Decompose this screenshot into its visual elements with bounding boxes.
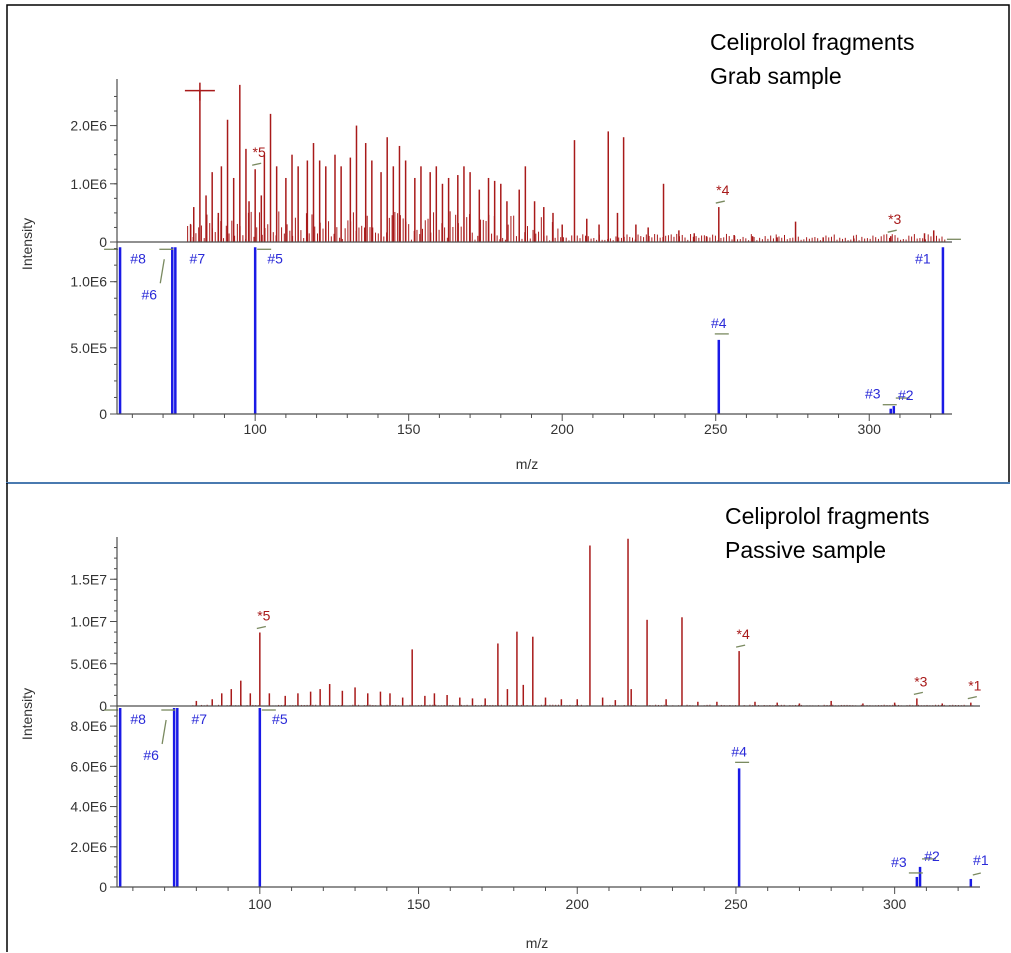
y-tick-label: 1.0E6	[70, 274, 107, 290]
reference-peak-label: #1	[915, 250, 931, 266]
top-trace-plot: *5 *4 *3 *1 0 5.0E6 1.0E7 1.5E7	[70, 537, 982, 714]
sample-peak-label: *3	[888, 211, 901, 227]
reference-peak-label: #4	[711, 315, 727, 331]
panel-subtitle: Passive sample	[725, 537, 886, 563]
sample-peak-label: *5	[257, 607, 270, 623]
reference-peak-label: #6	[143, 747, 159, 763]
annotation-leader	[715, 200, 725, 204]
panel-title: Celiprolol fragments	[725, 503, 930, 529]
reference-peak-label: #8	[130, 250, 146, 266]
y-tick-label: 8.0E6	[70, 718, 107, 734]
noise-peaks	[187, 211, 946, 242]
reference-peak-label: #8	[130, 711, 146, 727]
sample-peak-label: *4	[737, 626, 750, 642]
sample-peak-label: *5	[253, 144, 266, 160]
x-tick-label: 250	[704, 421, 728, 437]
y-tick-label: 6.0E6	[70, 758, 107, 774]
annotation-leader	[252, 162, 262, 166]
y-tick-label: 0	[99, 234, 107, 250]
x-axis-title: m/z	[516, 456, 539, 472]
annotation-leader	[887, 229, 897, 233]
reference-peak-label: #5	[267, 250, 283, 266]
x-tick-label: 200	[551, 421, 575, 437]
spectra-svg: Celiprolol fragments Grab sample Intensi…	[6, 4, 1010, 952]
x-tick-label: 250	[724, 896, 748, 912]
annotation-leader	[256, 625, 266, 630]
y-axis-title: Intensity	[19, 688, 35, 740]
y-tick-label: 1.0E6	[70, 176, 107, 192]
annotation-leader	[972, 872, 981, 876]
x-tick-label: 150	[407, 896, 431, 912]
x-tick-label: 200	[566, 896, 590, 912]
annotation-leader	[913, 691, 924, 696]
panel-grab-sample: Celiprolol fragments Grab sample Intensi…	[19, 29, 961, 472]
reference-peak-label: #4	[731, 743, 747, 759]
reference-peak-label: #7	[192, 711, 208, 727]
top-trace-plot: *5 *4 *3 0 1.0E6 2.0E6	[70, 79, 952, 250]
reference-peak-label: #2	[924, 848, 940, 864]
x-tick-label: 150	[397, 421, 421, 437]
reference-peak-label: #2	[898, 387, 914, 403]
panel-title: Celiprolol fragments	[710, 29, 915, 55]
panel-subtitle: Grab sample	[710, 63, 842, 89]
y-tick-label: 4.0E6	[70, 799, 107, 815]
x-tick-label: 300	[883, 896, 907, 912]
y-tick-label: 5.0E6	[70, 656, 107, 672]
y-tick-label: 1.5E7	[70, 571, 107, 587]
y-tick-label: 1.0E7	[70, 614, 107, 630]
bottom-trace-plot: #8 #6 #7 #5 #4 #3 #2 #1 0 5.0E5 1.0E6 100 150 200 250 3…	[70, 238, 961, 437]
y-tick-label: 0	[99, 879, 107, 895]
sample-peak-label: *3	[914, 673, 927, 689]
figure-border	[6, 4, 1010, 484]
sample-peak-label: *4	[716, 182, 729, 198]
x-tick-label: 100	[243, 421, 267, 437]
x-tick-label: 100	[248, 896, 272, 912]
panel-passive-sample: Celiprolol fragments Passive sample Inte…	[19, 503, 989, 951]
reference-peak-label: #6	[141, 286, 157, 302]
annotation-leader	[735, 644, 746, 648]
bottom-trace-plot: #8 #6 #7 #5 #4 #3 #2 #1 0 2.0E6 4.0E6 6.0E6 8.0E6 100…	[70, 706, 989, 912]
x-tick-label: 300	[858, 421, 882, 437]
reference-peak-label: #7	[190, 250, 206, 266]
reference-peak-label: #1	[973, 852, 989, 868]
y-tick-label: 2.0E6	[70, 839, 107, 855]
y-axis-title: Intensity	[19, 218, 35, 270]
precursor-marker	[184, 82, 215, 101]
y-tick-label: 2.0E6	[70, 118, 107, 134]
reference-peak-label: #3	[891, 854, 907, 870]
y-tick-label: 0	[99, 698, 107, 714]
y-tick-label: 5.0E5	[70, 340, 107, 356]
annotation-leader	[967, 695, 977, 700]
mirror-spectra-figure: Celiprolol fragments Grab sample Intensi…	[6, 4, 1010, 952]
sample-peak-label: *1	[968, 678, 981, 694]
x-axis-title: m/z	[526, 935, 549, 951]
annotation-leader	[161, 719, 167, 745]
reference-peak-label: #3	[865, 386, 881, 402]
annotation-leader	[159, 259, 165, 284]
reference-peak-label: #5	[272, 711, 288, 727]
y-tick-label: 0	[99, 406, 107, 422]
